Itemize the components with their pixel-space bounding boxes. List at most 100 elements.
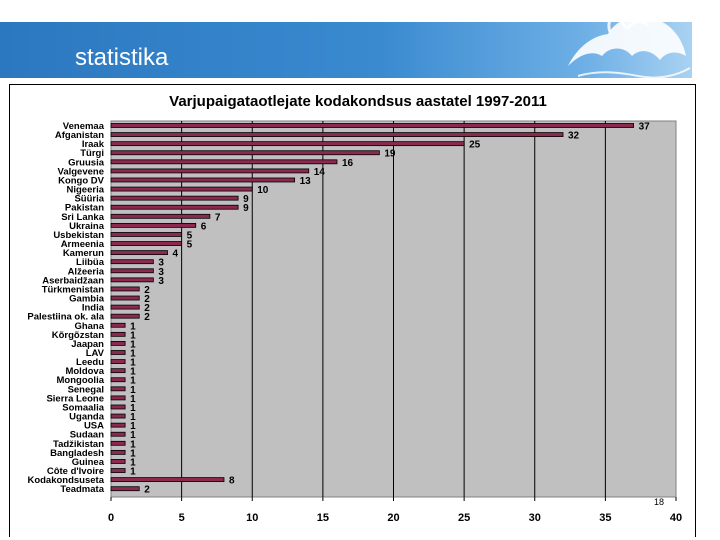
category-label: USA — [84, 421, 104, 432]
data-label: 5 — [187, 230, 193, 241]
data-label: 16 — [342, 158, 354, 169]
x-tick-label: 10 — [246, 512, 258, 524]
bar — [110, 341, 126, 346]
category-label: Süüria — [74, 194, 104, 205]
x-tick-label: 0 — [108, 512, 114, 524]
data-label: 3 — [158, 258, 164, 269]
bar — [110, 259, 154, 265]
category-labels: VenemaaAfganistanIraakTürgiGruusiaValgev… — [27, 121, 104, 495]
bar — [110, 250, 168, 256]
category-label: Senegal — [68, 384, 104, 395]
bar — [110, 449, 126, 455]
data-label: 25 — [469, 140, 481, 151]
bars-group — [110, 123, 635, 492]
category-label: Nigeeria — [67, 185, 105, 196]
category-label: Valgevene — [58, 166, 104, 177]
category-label: Usbekistan — [53, 230, 104, 241]
data-label: 1 — [130, 448, 136, 459]
data-label: 8 — [229, 476, 235, 487]
bar — [110, 268, 154, 274]
bar — [110, 123, 635, 128]
value-labels: 3732251916141310997655433322221111111111… — [130, 122, 650, 496]
data-label: 10 — [257, 185, 269, 196]
data-label: 1 — [130, 430, 136, 441]
x-tick-label: 20 — [387, 512, 399, 524]
bar — [110, 195, 239, 201]
category-label: Türkmenistan — [42, 284, 104, 295]
x-tick-label: 40 — [670, 512, 682, 524]
bar — [110, 386, 126, 392]
bar — [110, 168, 310, 174]
x-tick-label: 30 — [529, 512, 541, 524]
bar — [110, 477, 225, 483]
category-label: Tadžikistan — [53, 439, 104, 450]
bar — [110, 150, 380, 156]
data-label: 7 — [215, 212, 221, 223]
data-label: 37 — [639, 122, 651, 133]
bar — [110, 486, 140, 492]
data-label: 6 — [201, 221, 207, 232]
bar — [110, 322, 126, 328]
category-label: Sri Lanka — [61, 212, 104, 223]
bar — [110, 395, 126, 401]
category-label: Aserbaidžaan — [42, 275, 104, 286]
bar — [110, 431, 126, 437]
data-label: 2 — [144, 485, 150, 496]
x-tick-label: 15 — [317, 512, 329, 524]
data-label: 1 — [130, 467, 136, 478]
data-label: 13 — [300, 176, 312, 187]
category-label: Mongoolia — [57, 375, 105, 386]
category-label: Leedu — [76, 357, 104, 368]
category-label: Kongo DV — [58, 175, 105, 186]
x-tick-label: 5 — [179, 512, 185, 524]
bar — [110, 295, 140, 301]
x-tick-label: 35 — [599, 512, 611, 524]
data-label: 9 — [243, 203, 249, 214]
data-label: 14 — [314, 167, 326, 178]
data-label: 1 — [130, 457, 136, 468]
header-banner: statistika — [0, 0, 720, 86]
bar — [110, 159, 338, 165]
data-label: 1 — [130, 421, 136, 432]
category-label: Ukraina — [69, 221, 105, 232]
bar — [110, 313, 140, 319]
bar — [110, 204, 239, 210]
data-label: 3 — [158, 267, 164, 278]
data-label: 2 — [144, 285, 150, 296]
bar — [110, 359, 126, 364]
category-label: Afganistan — [55, 130, 104, 141]
bar — [110, 213, 211, 219]
data-label: 2 — [144, 294, 150, 305]
data-label: 1 — [130, 358, 136, 369]
category-label: Palestiina ok. ala — [27, 312, 104, 323]
category-label: Guinea — [72, 457, 105, 468]
category-label: Kodakondsuseta — [27, 475, 104, 486]
category-label: LAV — [86, 348, 105, 359]
data-label: 3 — [158, 276, 164, 287]
bar — [110, 232, 183, 237]
bar — [110, 132, 564, 137]
category-label: Ghana — [74, 321, 104, 332]
data-label: 1 — [130, 412, 136, 423]
data-label: 9 — [243, 194, 249, 205]
bar — [110, 404, 126, 410]
bar — [110, 368, 126, 374]
category-label: Armeenia — [61, 239, 105, 250]
category-label: Moldova — [65, 366, 104, 377]
data-label: 1 — [130, 439, 136, 450]
category-label: Uganda — [69, 412, 105, 423]
category-label: India — [82, 303, 105, 314]
slide-header-title: statistika — [75, 44, 169, 71]
category-label: Türgi — [80, 148, 104, 159]
bar — [110, 331, 126, 337]
data-label: 1 — [130, 394, 136, 405]
category-label: Alžeeria — [68, 266, 105, 277]
category-label: Kamerun — [63, 248, 104, 259]
x-axis-ticks: 0 5 10 15 20 25 30 35 40 — [108, 497, 682, 524]
data-label: 1 — [130, 339, 136, 350]
data-label: 1 — [130, 349, 136, 360]
bar — [110, 286, 140, 292]
category-label: Venemaa — [63, 121, 105, 132]
data-label: 1 — [130, 321, 136, 332]
bar — [110, 459, 126, 464]
